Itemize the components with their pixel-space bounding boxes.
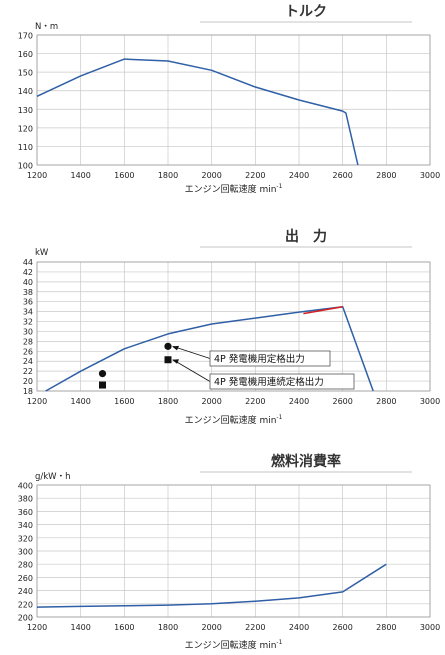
x-tick-label: 2400 <box>289 171 309 180</box>
y-tick-label: 140 <box>18 87 33 96</box>
x-tick-label: 2200 <box>245 623 265 632</box>
y-tick-label: 100 <box>18 162 33 171</box>
plot-frame <box>36 484 431 618</box>
y-tick-label: 20 <box>23 377 33 386</box>
annotation-box <box>209 373 355 390</box>
y-tick-label: 360 <box>18 508 33 517</box>
annotation-arrow <box>172 359 211 382</box>
y-tick-label: 400 <box>18 482 33 491</box>
annotation-label: 4P 発電機用連続定格出力 <box>214 376 324 388</box>
x-tick-label: 1200 <box>27 171 47 180</box>
x-tick-label: 2600 <box>332 397 352 406</box>
x-tick-label: 2800 <box>376 623 396 632</box>
annotation-label: 4P 発電機用定格出力 <box>214 353 305 365</box>
x-tick-label: 2800 <box>376 171 396 180</box>
x-tick-label: 2000 <box>201 623 221 632</box>
x-axis-label: エンジン回転速度 min-1 <box>185 639 283 651</box>
x-tick-label: 2600 <box>332 623 352 632</box>
y-tick-label: 260 <box>18 574 33 583</box>
series-line-1 <box>36 563 387 608</box>
chart-1: トルク N・m 100 110 120 130 140 150 160 170 1200 1400 16… <box>18 4 440 195</box>
x-tick-label: 1600 <box>114 171 134 180</box>
y-tick-label: 18 <box>23 387 33 396</box>
x-tick-label: 2600 <box>332 171 352 180</box>
y-axis-label: kW <box>35 248 49 258</box>
square-marker <box>164 356 172 364</box>
y-tick-label: 120 <box>18 124 33 133</box>
square-marker <box>99 381 106 389</box>
circle-marker <box>164 342 172 350</box>
y-tick-label: 110 <box>18 143 33 152</box>
y-tick-label: 40 <box>23 278 33 287</box>
y-tick-label: 150 <box>18 69 33 78</box>
x-tick-label: 1600 <box>114 623 134 632</box>
plot-frame <box>36 261 431 392</box>
y-tick-label: 32 <box>23 318 33 327</box>
annotation-arrow <box>172 345 211 359</box>
y-tick-label: 30 <box>23 327 33 336</box>
y-tick-label: 38 <box>23 288 33 297</box>
y-tick-label: 220 <box>18 600 33 609</box>
y-tick-label: 36 <box>23 298 33 307</box>
x-tick-label: 1800 <box>158 171 178 180</box>
y-tick-label: 170 <box>18 32 33 41</box>
x-tick-label: 1800 <box>158 623 178 632</box>
y-tick-label: 300 <box>18 548 33 557</box>
x-tick-label: 2800 <box>376 397 396 406</box>
x-tick-label: 3000 <box>420 171 440 180</box>
y-tick-label: 42 <box>23 268 33 277</box>
arrow-head <box>172 345 179 351</box>
x-tick-label: 1400 <box>70 171 90 180</box>
x-tick-label: 3000 <box>420 397 440 406</box>
y-tick-label: 200 <box>18 614 33 623</box>
x-tick-label: 2400 <box>289 397 309 406</box>
y-tick-label: 280 <box>18 561 33 570</box>
x-tick-label: 2400 <box>289 623 309 632</box>
x-tick-label: 1200 <box>27 397 47 406</box>
y-tick-label: 380 <box>18 495 33 504</box>
x-tick-label: 3000 <box>420 623 440 632</box>
x-tick-label: 1400 <box>70 623 90 632</box>
y-tick-label: 24 <box>23 357 33 366</box>
y-tick-label: 130 <box>18 106 33 115</box>
y-tick-label: 26 <box>23 347 33 356</box>
y-axis-label: g/kW・h <box>35 472 70 482</box>
x-tick-label: 1400 <box>70 397 90 406</box>
x-axis-label: エンジン回転速度 min-1 <box>185 183 283 195</box>
series-line-1 <box>36 58 359 166</box>
y-tick-label: 160 <box>18 50 33 59</box>
plot-frame <box>36 34 431 166</box>
x-tick-label: 2000 <box>201 171 221 180</box>
y-tick-label: 22 <box>23 367 33 376</box>
y-tick-label: 28 <box>23 337 33 346</box>
chart-title: 燃料消費率 <box>271 453 341 470</box>
y-tick-label: 34 <box>23 308 33 317</box>
x-axis-label: エンジン回転速度 min-1 <box>185 414 283 426</box>
x-tick-label: 2000 <box>201 397 221 406</box>
arrow-head <box>172 359 179 364</box>
circle-marker <box>98 370 107 378</box>
annotation-box <box>209 350 331 367</box>
x-tick-label: 1200 <box>27 623 47 632</box>
x-tick-label: 1800 <box>158 397 178 406</box>
series-line-2 <box>303 305 343 315</box>
chart-title: 出 力 <box>285 228 327 245</box>
y-tick-label: 320 <box>18 534 33 543</box>
x-tick-label: 1600 <box>114 397 134 406</box>
y-axis-label: N・m <box>35 22 58 32</box>
y-tick-label: 44 <box>23 258 33 267</box>
chart-title: トルク <box>285 4 327 20</box>
x-tick-label: 2200 <box>245 397 265 406</box>
chart-3: 燃料消費率 g/kW・h 200 220 240 260 280 300 320 340 360 38… <box>18 453 440 651</box>
y-tick-label: 340 <box>18 521 33 530</box>
x-tick-label: 2200 <box>245 171 265 180</box>
y-tick-label: 240 <box>18 587 33 596</box>
